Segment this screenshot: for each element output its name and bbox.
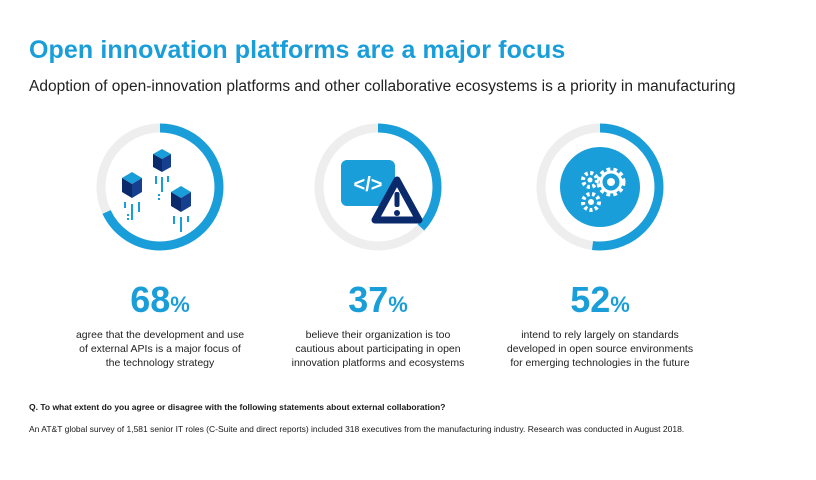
desc-line: innovation platforms and ecosystems xyxy=(291,357,465,369)
stat-description-apis: agree that the development and use of ex… xyxy=(40,328,280,370)
code-warning-icon: </> xyxy=(341,160,423,224)
desc-line: believe their organization is too xyxy=(305,329,451,341)
donut-apis xyxy=(95,122,225,252)
ring-progress-cautious xyxy=(314,123,442,251)
donut-ring-cautious xyxy=(314,123,442,251)
ring-progress-open-source xyxy=(536,123,664,251)
svg-text:</>: </> xyxy=(354,174,383,196)
stat-description-cautious: believe their organization is too cautio… xyxy=(258,328,498,370)
stat-sign-open-source: % xyxy=(610,292,630,317)
desc-line: cautious about participating in open xyxy=(295,343,461,355)
stat-sign-cautious: % xyxy=(388,292,408,317)
survey-note: An AT&T global survey of 1,581 senior IT… xyxy=(29,424,685,434)
stat-sign-apis: % xyxy=(170,292,190,317)
desc-line: the technology strategy xyxy=(105,357,215,369)
desc-line: developed in open source environments xyxy=(506,343,694,355)
ring-progress-apis xyxy=(96,123,224,251)
desc-line: for emerging technologies in the future xyxy=(510,357,690,369)
desc-line: of external APIs is a major focus of xyxy=(79,343,241,355)
desc-line: agree that the development and use xyxy=(75,329,245,341)
stat-description-open-source: intend to rely largely on standards deve… xyxy=(480,328,720,370)
page-subtitle: Adoption of open-innovation platforms an… xyxy=(29,78,736,95)
stat-percentage-apis: 68% xyxy=(40,282,280,318)
donut-cautious: </> xyxy=(313,122,443,252)
stat-value-apis: 68 xyxy=(130,279,171,320)
stat-percentage-cautious: 37% xyxy=(258,282,498,318)
donut-open-source xyxy=(535,122,665,252)
stat-value-open-source: 52 xyxy=(570,279,611,320)
floating-cubes-icon xyxy=(122,149,191,232)
stat-percentage-open-source: 52% xyxy=(480,282,720,318)
page-title: Open innovation platforms are a major fo… xyxy=(29,36,566,64)
desc-line: intend to rely largely on standards xyxy=(521,329,679,341)
donut-ring-open-source xyxy=(536,123,664,251)
donut-ring-apis xyxy=(96,123,224,251)
stat-value-cautious: 37 xyxy=(348,279,389,320)
survey-question: Q. To what extent do you agree or disagr… xyxy=(29,402,446,412)
gears-icon xyxy=(560,147,640,227)
